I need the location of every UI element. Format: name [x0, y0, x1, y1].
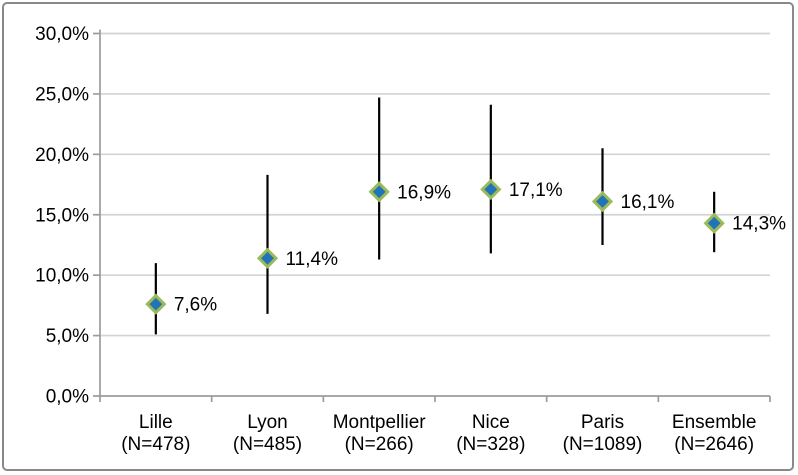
- y-tick-label: 30,0%: [35, 24, 89, 45]
- category-label: Paris: [581, 412, 624, 433]
- data-label: 17,1%: [509, 180, 563, 201]
- data-label: 7,6%: [174, 295, 217, 316]
- category-label: Lille: [139, 412, 173, 433]
- category-sublabel: (N=328): [456, 434, 525, 455]
- data-point-marker: [480, 178, 502, 200]
- category-sublabel: (N=266): [345, 434, 414, 455]
- category-sublabel: (N=2646): [674, 434, 754, 455]
- category-sublabel: (N=1089): [563, 434, 643, 455]
- data-label: 16,9%: [397, 182, 451, 203]
- category-label: Montpellier: [333, 412, 427, 433]
- y-tick-label: 10,0%: [35, 266, 89, 287]
- data-point-marker: [591, 190, 614, 213]
- data-label: 11,4%: [286, 249, 339, 270]
- data-point-marker: [703, 212, 725, 234]
- y-tick-label: 25,0%: [35, 84, 89, 105]
- y-tick-label: 0,0%: [46, 387, 89, 408]
- data-point-marker: [145, 293, 167, 315]
- y-tick-label: 15,0%: [35, 205, 89, 226]
- category-label: Ensemble: [672, 412, 757, 433]
- category-sublabel: (N=478): [121, 434, 190, 455]
- category-sublabel: (N=485): [233, 434, 302, 455]
- y-tick-label: 5,0%: [46, 326, 89, 347]
- category-label: Lyon: [247, 412, 288, 433]
- chart-container: 0,0% 5,0% 10,0% 15,0% 20,0% 25,0% 30,0% Lille (N…: [2, 2, 794, 471]
- data-point-marker: [368, 181, 390, 203]
- data-point-marker: [256, 247, 279, 269]
- data-label: 14,3%: [732, 214, 786, 235]
- data-label: 16,1%: [621, 192, 675, 213]
- category-label: Nice: [472, 412, 510, 433]
- y-tick-label: 20,0%: [35, 145, 89, 166]
- chart-canvas: 0,0%5,0%10,0%15,0%20,0%25,0%30,0%Lille(N…: [35, 24, 786, 455]
